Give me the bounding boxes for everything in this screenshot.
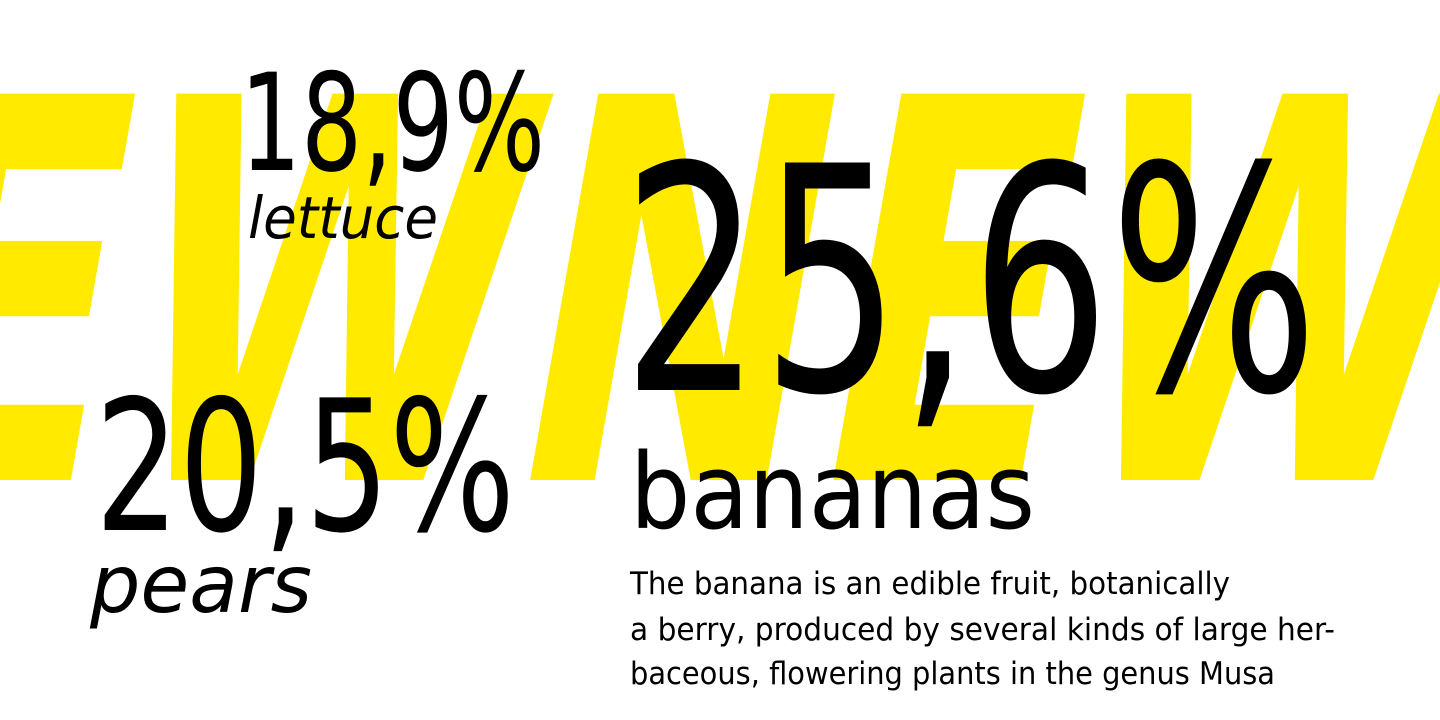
- stat-label: pears: [89, 538, 312, 631]
- background-word: EWNEWN: [0, 0, 1440, 605]
- stat-value: 18,9%: [240, 45, 545, 202]
- stat-value: 20,5%: [95, 361, 515, 573]
- stat-label: bananas: [630, 431, 1035, 553]
- description-line: baceous, flowering plants in the genus M…: [630, 656, 1275, 692]
- stat-value: 25,6%: [622, 100, 1318, 464]
- description-line: The banana is an edible fruit, botanical…: [629, 566, 1230, 602]
- description-line: a berry, produced by several kinds of la…: [630, 612, 1335, 648]
- stat-label: lettuce: [248, 184, 438, 252]
